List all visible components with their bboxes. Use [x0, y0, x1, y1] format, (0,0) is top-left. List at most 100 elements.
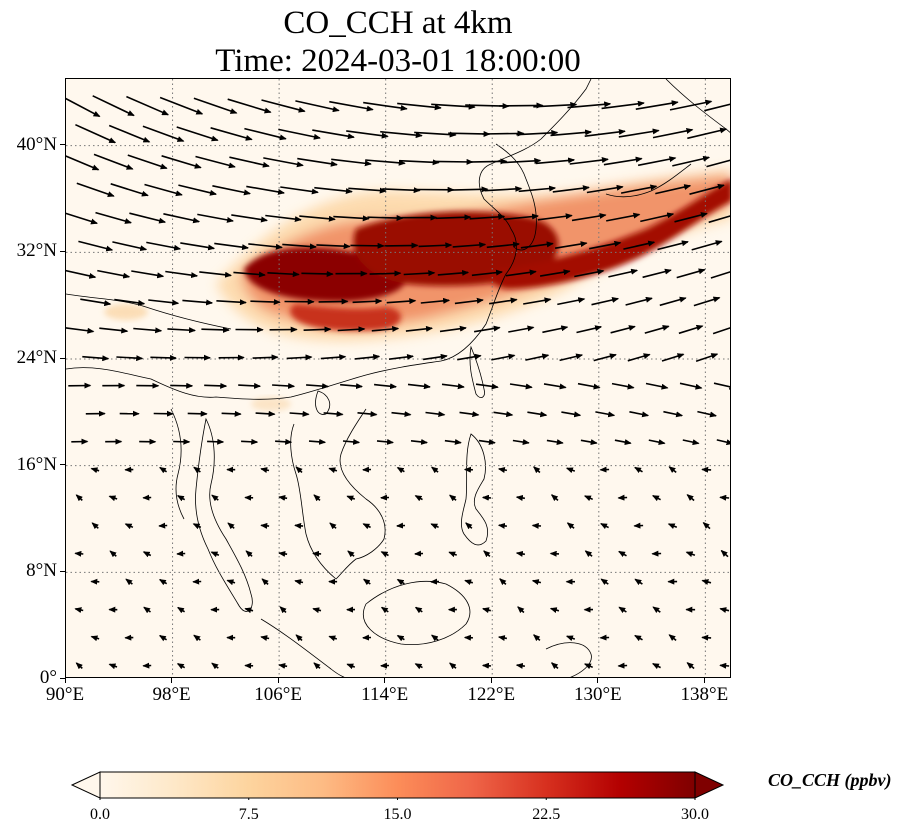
- wind-arrow: [634, 634, 643, 642]
- wind-arrow: [475, 383, 499, 390]
- wind-arrow: [491, 353, 516, 361]
- colorbar-tick-label: 15.0: [383, 806, 412, 823]
- wind-arrow: [634, 466, 643, 474]
- wind-arrow: [561, 411, 582, 418]
- wind-arrow: [286, 354, 313, 361]
- wind-arrow: [75, 494, 83, 502]
- wind-arrow: [550, 494, 559, 502]
- wind-arrow: [386, 298, 417, 305]
- wind-arrow: [637, 156, 677, 167]
- wind-arrow: [433, 158, 474, 165]
- wind-arrow: [318, 298, 349, 305]
- wind-arrow: [210, 127, 253, 141]
- wind-arrow: [549, 607, 560, 614]
- wind-arrow: [584, 128, 626, 137]
- wind-arrow: [124, 523, 134, 530]
- wind-arrow: [591, 297, 620, 306]
- wind-arrow: [313, 662, 321, 670]
- wind-arrow: [92, 95, 135, 117]
- wind-arrow: [346, 663, 356, 670]
- wind-arrow: [618, 550, 627, 558]
- wind-arrow: [350, 242, 385, 249]
- x-tick-label: 90°E: [45, 684, 85, 705]
- wind-arrow: [323, 410, 344, 417]
- wind-arrow: [418, 242, 453, 249]
- wind-arrow: [108, 124, 151, 143]
- wind-arrow: [488, 297, 518, 305]
- wind-arrow: [497, 635, 508, 641]
- wind-arrow: [231, 214, 268, 223]
- wind-arrow: [601, 100, 645, 110]
- wind-arrow: [126, 95, 170, 116]
- wind-arrow: [403, 270, 436, 277]
- wind-arrow: [471, 269, 503, 277]
- wind-arrow: [80, 298, 112, 307]
- wind-arrow: [571, 212, 607, 222]
- coastlines: [66, 79, 730, 677]
- wind-arrow: [525, 353, 550, 361]
- wind-arrow: [517, 606, 525, 614]
- wind-arrow: [131, 270, 165, 279]
- wind-arrow: [574, 269, 605, 278]
- wind-arrow: [260, 635, 270, 642]
- wind-arrow: [301, 270, 334, 277]
- wind-arrow: [686, 662, 695, 670]
- wind-arrow: [635, 100, 679, 110]
- wind-arrow: [481, 662, 491, 669]
- wind-arrow: [108, 663, 118, 670]
- wind-arrow: [333, 215, 370, 222]
- wind-arrow: [600, 522, 609, 530]
- wind-arrow: [308, 438, 327, 445]
- wind-arrow: [695, 353, 719, 362]
- wind-arrow: [437, 269, 470, 276]
- wind-arrow: [565, 467, 576, 474]
- wind-arrow: [110, 183, 149, 197]
- wind-arrow: [328, 467, 338, 474]
- wind-arrow: [569, 157, 609, 165]
- wind-arrow: [193, 97, 238, 114]
- wind-arrow: [316, 243, 351, 250]
- wind-arrow: [255, 410, 276, 417]
- wind-arrow: [713, 382, 730, 390]
- wind-arrow: [388, 353, 414, 360]
- wind-arrow: [663, 410, 684, 418]
- wind-arrow: [520, 241, 554, 249]
- wind-arrow: [435, 214, 472, 221]
- wind-arrow: [685, 551, 696, 558]
- wind-arrow: [158, 634, 168, 642]
- wind-arrow: [161, 155, 202, 169]
- wind-arrow: [93, 153, 134, 170]
- y-tick-mark: [60, 570, 65, 572]
- wind-arrow: [586, 184, 624, 194]
- wind-arrow: [410, 438, 428, 445]
- wind-arrow: [265, 214, 302, 223]
- wind-arrow: [425, 411, 446, 418]
- wind-arrow: [252, 354, 279, 361]
- colorbar-label: CO_CCH (ppbv): [768, 770, 892, 790]
- wind-arrow: [719, 607, 730, 613]
- wind-arrow: [589, 240, 622, 250]
- y-tick-label: 32°N: [16, 240, 57, 262]
- wind-arrow: [76, 182, 115, 197]
- wind-arrow: [170, 382, 194, 389]
- wind-arrow: [306, 383, 330, 390]
- y-tick-mark: [60, 464, 65, 466]
- y-tick-mark: [60, 677, 65, 679]
- wind-arrow: [180, 242, 216, 251]
- wind-arrow: [486, 241, 520, 249]
- x-tick-label: 106°E: [254, 684, 302, 705]
- wind-arrow: [226, 579, 236, 586]
- wind-arrow: [211, 662, 219, 670]
- wind-arrow: [278, 128, 321, 140]
- wind-arrow: [90, 467, 100, 474]
- map-canvas: [66, 79, 730, 677]
- wind-arrow: [535, 157, 576, 165]
- y-tick-mark: [60, 250, 65, 252]
- wind-arrow: [627, 353, 651, 362]
- wind-arrow: [108, 495, 118, 502]
- wind-arrow: [267, 271, 300, 278]
- wind-arrow: [82, 355, 110, 362]
- plume-spot-yunnan: [104, 304, 148, 320]
- wind-arrow: [499, 578, 507, 586]
- wind-arrow: [593, 353, 617, 362]
